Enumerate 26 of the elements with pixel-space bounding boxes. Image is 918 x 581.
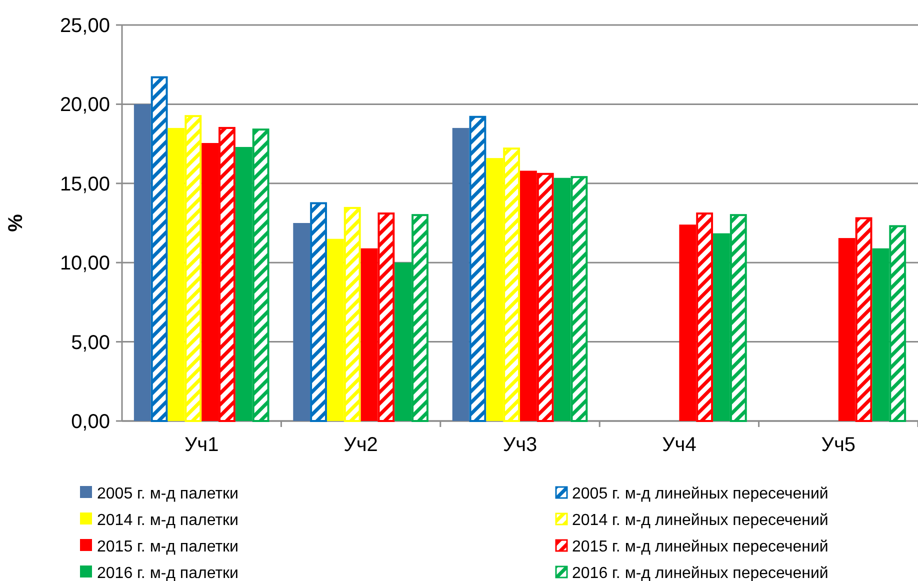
bar [310, 202, 327, 422]
y-tick-label: 10,00 [60, 252, 110, 275]
y-tick-label: 15,00 [60, 173, 110, 196]
y-tick-label: 0,00 [71, 411, 110, 433]
y-tick-label: 5,00 [71, 332, 110, 354]
x-tick-label: Уч4 [662, 434, 696, 456]
y-tick-label: 20,00 [60, 94, 110, 116]
legend-label: 2005 г. м-д линейных пересечений [572, 486, 828, 503]
x-tick-label: Уч3 [502, 434, 538, 456]
legend-label: 2016 г. м-д палетки [97, 565, 238, 581]
legend-label: 2005 г. м-д палетки [97, 486, 238, 503]
bar [293, 223, 310, 421]
bar [469, 116, 486, 422]
legend-label: 2014 г. м-д палетки [97, 512, 238, 530]
x-tick-label: Уч5 [821, 434, 856, 456]
legend-label: 2015 г. м-д палетки [97, 538, 238, 556]
legend-label: 2015 г. м-д линейных пересечений [572, 538, 828, 556]
bar [134, 104, 151, 421]
x-tick-label: Уч1 [184, 434, 219, 456]
y-tick-label: 25,00 [60, 15, 110, 37]
legend-label: 2014 г. м-д линейных пересечений [572, 512, 828, 530]
y-axis-title: % [5, 214, 27, 232]
bar [452, 128, 470, 421]
legend-label: 2016 г. м-д линейных пересечений [572, 565, 828, 581]
x-tick-label: Уч2 [344, 434, 378, 456]
bar [150, 76, 168, 422]
